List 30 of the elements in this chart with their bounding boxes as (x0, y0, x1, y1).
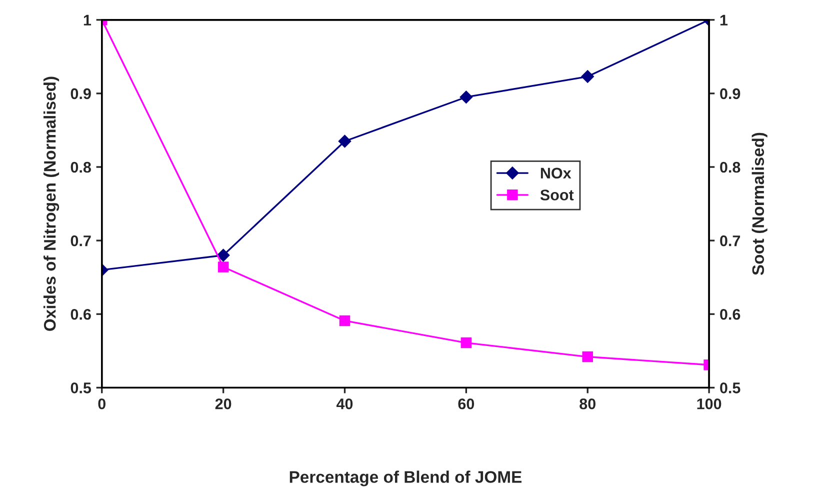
point (338, 134, 352, 148)
x-tick-label: 40 (336, 398, 353, 410)
y2-tick-label: 0.9 (720, 88, 740, 100)
point (581, 70, 594, 83)
x-tick-label: 20 (215, 398, 232, 410)
point (460, 90, 473, 104)
y-tick-label: 0.6 (70, 308, 91, 320)
x-axis-title: Percentage of Blend of JOME (290, 470, 522, 486)
y-tick-label: 0.7 (70, 235, 91, 246)
x-tick-label: 0 (98, 398, 106, 410)
y-axis-title: Oxides of Nitrogen (Normalised) (44, 76, 60, 331)
y2-tick-label: 0.5 (720, 382, 740, 394)
y2-axis-title: Soot (Normalised) (752, 132, 768, 276)
point (460, 337, 472, 348)
legend-label: Soot (540, 190, 574, 200)
x-tick-label: 80 (580, 398, 596, 410)
point (582, 351, 593, 362)
legend-label: NOx (540, 168, 572, 179)
y2-tick-label: 1 (720, 14, 728, 26)
y2-tick-label: 0.7 (720, 235, 740, 246)
x-tick-label: 100 (697, 398, 722, 410)
y-tick-label: 0.8 (70, 162, 91, 173)
y-tick-label: 0.9 (70, 88, 91, 100)
y2-tick-label: 0.6 (720, 308, 740, 320)
y-tick-label: 0.5 (70, 382, 92, 394)
point (339, 315, 350, 326)
y-tick-label: 1 (84, 14, 92, 26)
y2-tick-label: 0.8 (720, 162, 740, 173)
point (216, 248, 230, 262)
x-tick-label: 60 (458, 398, 474, 410)
